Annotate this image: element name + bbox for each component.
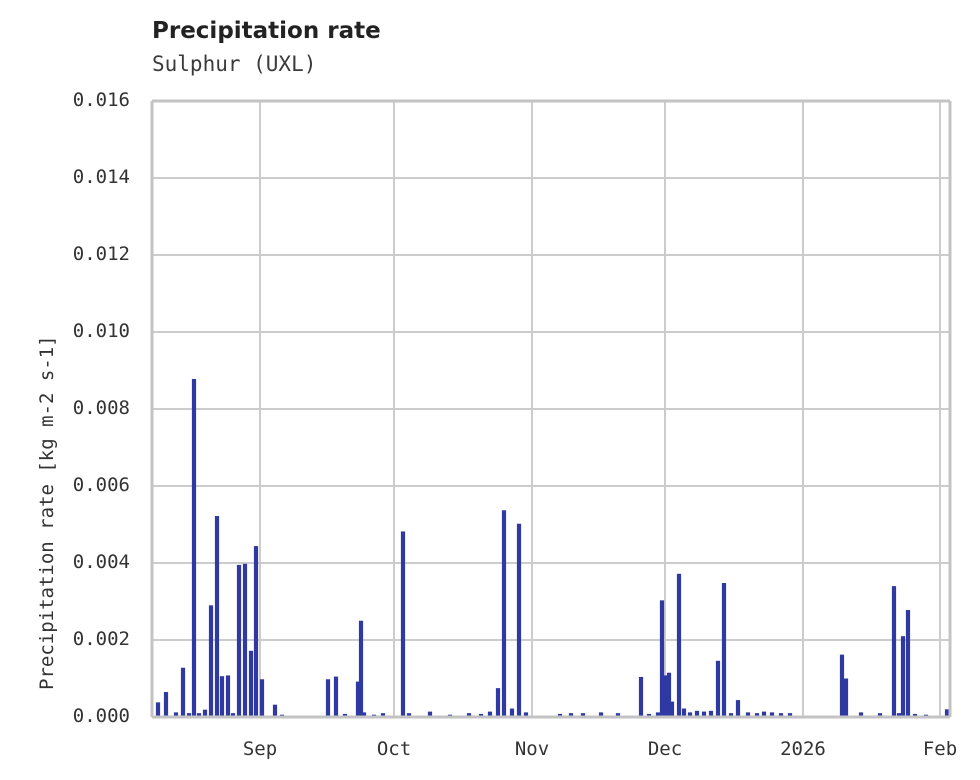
bar: [186, 713, 192, 717]
bar: [701, 711, 707, 717]
bar: [761, 711, 767, 717]
bar: [638, 676, 644, 717]
chart-subtitle: Sulphur (UXL): [152, 52, 317, 76]
bar: [236, 564, 242, 717]
bar: [735, 700, 741, 717]
bar: [202, 709, 208, 717]
bar: [208, 605, 214, 717]
bar: [912, 713, 918, 717]
y-axis-tick-label: 0.008: [72, 397, 130, 419]
bar: [272, 704, 278, 717]
bar: [666, 672, 672, 717]
bar: [248, 650, 254, 717]
x-axis-tick-label: Oct: [376, 738, 412, 760]
bar: [509, 708, 515, 717]
bar: [896, 713, 902, 717]
bar: [580, 713, 586, 717]
bar: [615, 713, 621, 717]
bar: [466, 713, 472, 717]
bar: [715, 660, 721, 717]
chart-title: Precipitation rate: [152, 18, 381, 44]
bar: [214, 516, 220, 717]
y-axis-tick-label: 0.014: [72, 166, 130, 188]
bar: [905, 609, 911, 717]
bar: [253, 546, 259, 717]
bar: [487, 711, 493, 717]
bar: [225, 675, 231, 717]
y-axis-tick-label: 0.002: [72, 628, 130, 650]
y-axis-tick-label: 0.004: [72, 551, 130, 573]
x-axis-tick-label: 2026: [780, 738, 826, 760]
x-axis-tick-label: Feb: [922, 738, 958, 760]
bar: [173, 712, 179, 717]
bar: [745, 712, 751, 717]
bar: [495, 688, 501, 718]
bar: [708, 710, 714, 717]
bar: [769, 712, 775, 717]
bar: [839, 654, 845, 717]
bar: [333, 676, 339, 717]
bar: [669, 701, 675, 717]
bar: [219, 676, 225, 717]
bar: [342, 713, 348, 717]
bar: [754, 713, 760, 717]
y-axis-tick-label: 0.016: [72, 89, 130, 111]
bar: [598, 712, 604, 717]
bar: [877, 713, 883, 717]
bar: [355, 681, 361, 717]
bar: [843, 678, 849, 717]
bar-series: [155, 378, 950, 718]
bar: [380, 713, 386, 717]
bar: [155, 702, 161, 717]
y-axis-tick-label: 0.012: [72, 243, 130, 265]
bar: [191, 378, 197, 717]
bar: [728, 713, 734, 717]
bar: [891, 586, 897, 717]
bar: [358, 620, 364, 717]
bar: [180, 667, 186, 717]
bar: [721, 583, 727, 717]
x-axis-tick-label: Dec: [647, 738, 683, 760]
x-axis-tick-label: Sep: [242, 738, 278, 760]
bar: [516, 523, 522, 717]
bar: [400, 531, 406, 717]
bar: [427, 711, 433, 717]
bar: [659, 600, 665, 717]
bar: [196, 713, 202, 717]
bar: [163, 691, 169, 717]
y-axis-tick-label: 0.010: [72, 320, 130, 342]
x-axis-tick-label: Nov: [514, 738, 550, 760]
axis-spines: [150, 99, 952, 719]
y-axis-tick-label: 0.000: [72, 705, 130, 727]
bar: [568, 713, 574, 717]
bar: [681, 708, 687, 717]
bar: [655, 712, 661, 717]
bar: [242, 563, 248, 717]
y-axis-tick-label: 0.006: [72, 474, 130, 496]
bar: [361, 712, 367, 717]
bar: [501, 510, 507, 717]
bar: [694, 710, 700, 717]
bar: [646, 713, 652, 717]
bar: [523, 712, 529, 717]
bar: [687, 712, 693, 717]
bar: [944, 709, 950, 717]
bar: [557, 713, 563, 717]
bar: [778, 713, 784, 717]
bar: [663, 675, 669, 717]
bar: [900, 636, 906, 717]
bar: [259, 679, 265, 717]
bar: [478, 713, 484, 717]
bar: [858, 712, 864, 717]
bar: [230, 713, 236, 717]
bar: [676, 573, 682, 717]
bar: [325, 679, 331, 717]
bar: [406, 713, 412, 717]
bar: [787, 713, 793, 717]
